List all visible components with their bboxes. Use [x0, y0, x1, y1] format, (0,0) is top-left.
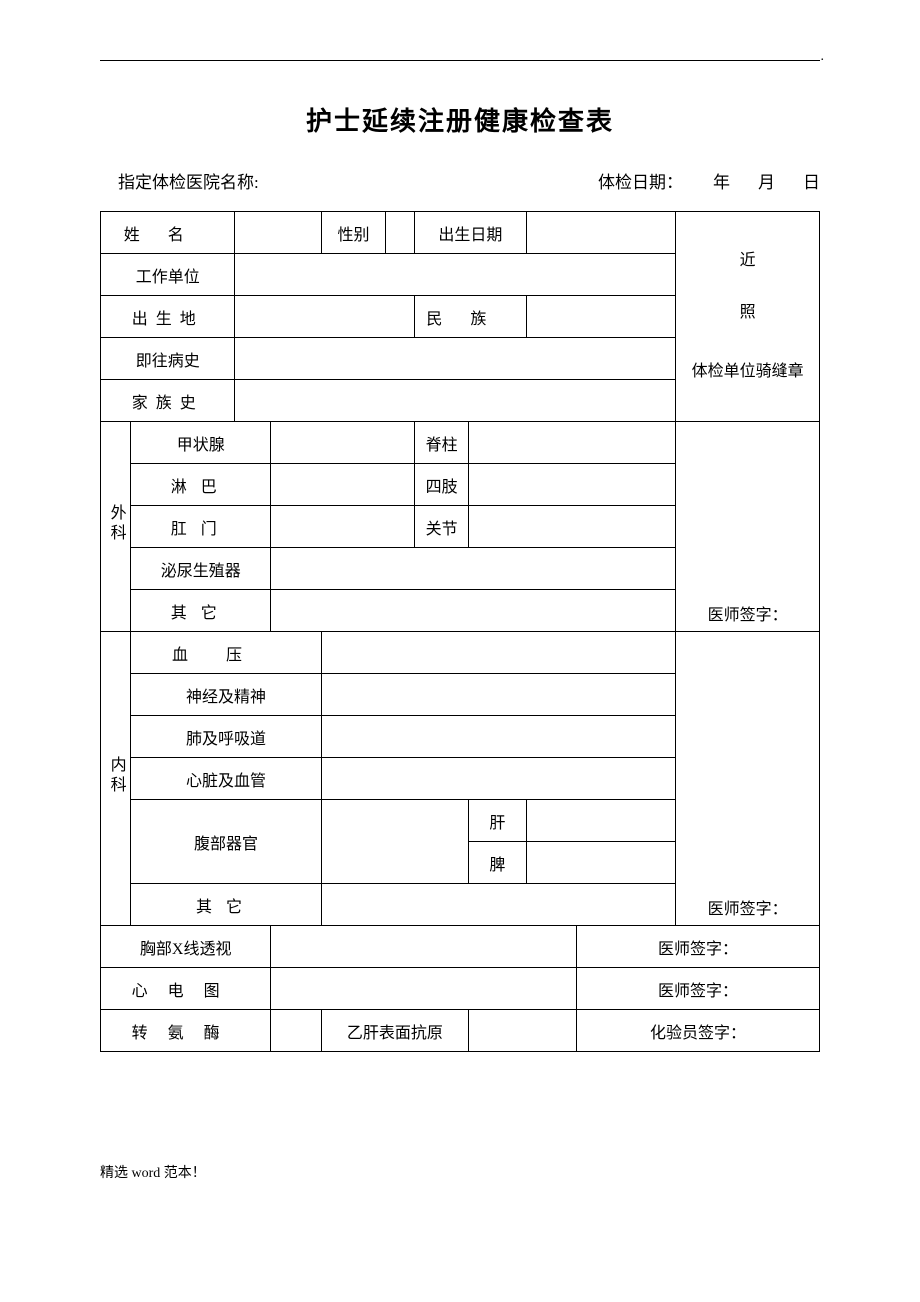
label-lymph: 淋巴: [131, 464, 271, 506]
field-thyroid[interactable]: [271, 422, 415, 464]
photo-seal: 体检单位骑缝章: [678, 353, 817, 391]
label-internal: 内科: [101, 632, 131, 926]
label-surgery: 外科: [101, 422, 131, 632]
label-transaminase: 转氨酶: [101, 1010, 271, 1052]
field-neuro[interactable]: [321, 674, 675, 716]
footer-suffix: 范本！: [160, 1166, 206, 1181]
label-spine: 脊柱: [415, 422, 469, 464]
field-anus[interactable]: [271, 506, 415, 548]
label-blood-pressure: 血压: [131, 632, 322, 674]
label-surgery-other: 其它: [131, 590, 271, 632]
label-neuro: 神经及精神: [131, 674, 322, 716]
label-liver: 肝: [469, 800, 527, 842]
field-past-history[interactable]: [235, 338, 676, 380]
label-cardiovascular: 心脏及血管: [131, 758, 322, 800]
field-hbsag[interactable]: [469, 1010, 577, 1052]
label-urogenital: 泌尿生殖器: [131, 548, 271, 590]
photo-cell: 近 照 体检单位骑缝章: [676, 212, 820, 422]
field-ethnicity[interactable]: [526, 296, 676, 338]
label-anus: 肛门: [131, 506, 271, 548]
footer-prefix: 精选: [100, 1166, 132, 1181]
field-family-history[interactable]: [235, 380, 676, 422]
field-work-unit[interactable]: [235, 254, 676, 296]
surgery-doctor-sign[interactable]: 医师签字：: [676, 422, 820, 632]
meta-row: 指定体检医院名称: 体检日期： 年 月 日: [118, 168, 820, 193]
document-page: 护士延续注册健康检查表 指定体检医院名称: 体检日期： 年 月 日 姓名: [0, 0, 920, 1222]
field-ecg[interactable]: [271, 968, 577, 1010]
field-surgery-other[interactable]: [271, 590, 676, 632]
lab-sign[interactable]: 化验员签字：: [576, 1010, 819, 1052]
field-abdomen[interactable]: [321, 800, 468, 884]
label-ethnicity: 民族: [415, 296, 526, 338]
field-birth-date[interactable]: [526, 212, 676, 254]
footer-word: word: [132, 1166, 161, 1181]
field-internal-other[interactable]: [321, 884, 675, 926]
field-spine[interactable]: [469, 422, 676, 464]
field-gender[interactable]: [386, 212, 415, 254]
label-limbs: 四肢: [415, 464, 469, 506]
health-form-table: 姓名 性别 出生日期 近 照 体检单位骑缝章 工作单位 出生地 民族: [100, 211, 820, 1052]
date-label: 体检日期：: [598, 168, 683, 193]
year-unit: 年: [713, 168, 730, 193]
label-chest-xray: 胸部X线透视: [101, 926, 271, 968]
header-rule: [100, 60, 820, 61]
label-gender: 性别: [321, 212, 386, 254]
ecg-doctor-sign[interactable]: 医师签字：: [576, 968, 819, 1010]
field-cardiovascular[interactable]: [321, 758, 675, 800]
field-liver[interactable]: [526, 800, 676, 842]
label-joints: 关节: [415, 506, 469, 548]
label-internal-other: 其它: [131, 884, 322, 926]
field-birth-place[interactable]: [235, 296, 415, 338]
label-name: 姓名: [101, 212, 235, 254]
hospital-label: 指定体检医院名称:: [118, 168, 598, 193]
label-work-unit: 工作单位: [101, 254, 235, 296]
xray-doctor-sign[interactable]: 医师签字：: [576, 926, 819, 968]
field-limbs[interactable]: [469, 464, 676, 506]
field-respiratory[interactable]: [321, 716, 675, 758]
label-past-history: 即往病史: [101, 338, 235, 380]
label-respiratory: 肺及呼吸道: [131, 716, 322, 758]
label-abdomen: 腹部器官: [131, 800, 322, 884]
field-lymph[interactable]: [271, 464, 415, 506]
field-chest-xray[interactable]: [271, 926, 577, 968]
internal-doctor-sign[interactable]: 医师签字：: [676, 632, 820, 926]
page-title: 护士延续注册健康检查表: [100, 101, 820, 138]
label-family-history: 家族史: [101, 380, 235, 422]
photo-line2: 照: [678, 294, 817, 332]
field-blood-pressure[interactable]: [321, 632, 675, 674]
day-unit: 日: [803, 168, 820, 193]
field-name[interactable]: [235, 212, 321, 254]
label-birth-date: 出生日期: [415, 212, 526, 254]
label-thyroid: 甲状腺: [131, 422, 271, 464]
field-transaminase[interactable]: [271, 1010, 321, 1052]
label-ecg: 心电图: [101, 968, 271, 1010]
month-unit: 月: [758, 168, 775, 193]
label-hbsag: 乙肝表面抗原: [321, 1010, 468, 1052]
photo-line1: 近: [678, 242, 817, 280]
exam-date: 体检日期： 年 月 日: [598, 168, 820, 193]
page-footer: 精选 word 范本！: [100, 1162, 820, 1182]
field-urogenital[interactable]: [271, 548, 676, 590]
label-spleen: 脾: [469, 842, 527, 884]
label-birth-place: 出生地: [101, 296, 235, 338]
field-spleen[interactable]: [526, 842, 676, 884]
field-joints[interactable]: [469, 506, 676, 548]
